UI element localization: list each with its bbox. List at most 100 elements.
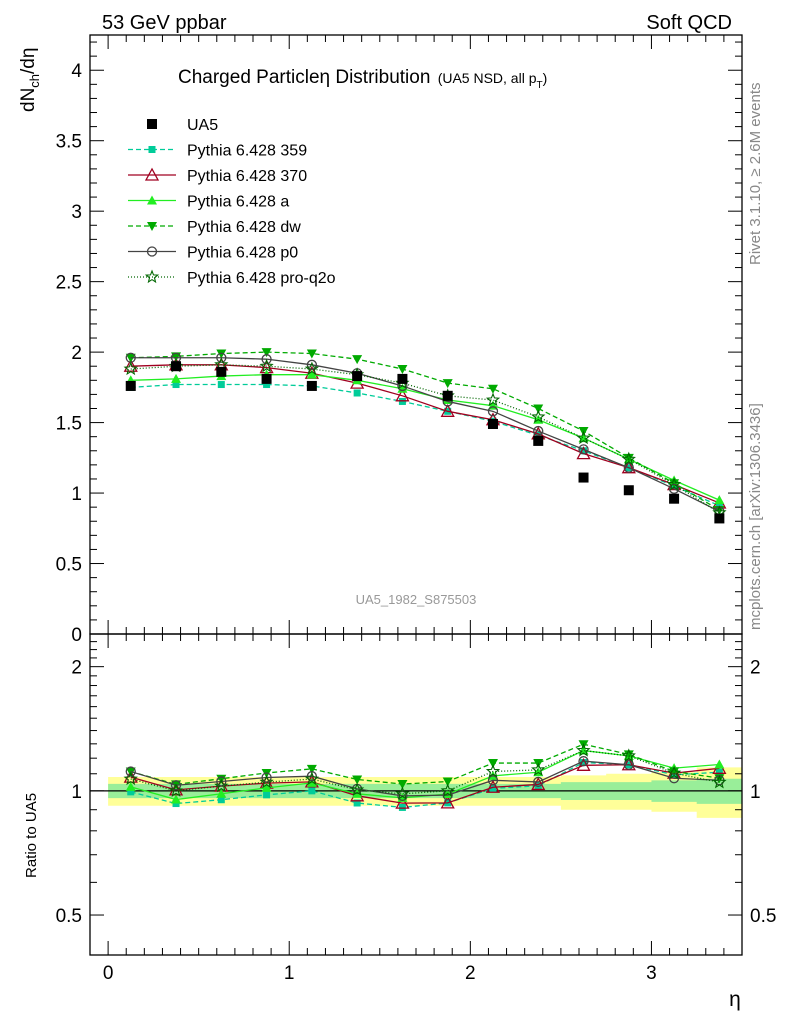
series-1-ratio-point [395, 795, 410, 809]
series-3-ratio-point [669, 767, 680, 777]
legend-label: Pythia 6.428 p0 [187, 245, 298, 262]
series-2-point [171, 373, 182, 383]
main-ytick-label: 3 [71, 202, 82, 223]
series-5-ratio-point [123, 771, 138, 786]
legend-entry-2: Pythia 6.428 a [128, 194, 289, 211]
legend-label: Pythia 6.428 359 [187, 143, 307, 160]
data-point [306, 380, 317, 391]
main-ytick-label: 4 [71, 61, 82, 82]
ratio-ytick-label: 0.5 [56, 906, 82, 927]
series-3-point [397, 365, 408, 375]
series-1-ratio-point [485, 779, 501, 793]
main-ytick-label: 3.5 [56, 132, 82, 153]
main-ytick-label: 2.5 [56, 273, 82, 294]
series-5-ratio-point [712, 774, 727, 789]
series-0-ratio-point [127, 788, 135, 796]
main-ytick-label: 2 [71, 343, 82, 364]
series-4-point [216, 352, 227, 363]
series-0-ratio-point [715, 768, 723, 776]
data-point [669, 493, 680, 504]
data-point [261, 373, 272, 384]
series-5-ratio-point [485, 764, 501, 778]
legend-entry-0: Pythia 6.428 359 [128, 143, 307, 160]
series-0-line [130, 383, 720, 507]
series-0-ratio-point [398, 803, 406, 811]
series-3-point [306, 349, 317, 359]
data-point [125, 380, 136, 391]
series-4-ratio-point [261, 772, 272, 783]
ratio-ylabel: Ratio to UA5 [23, 793, 40, 878]
series-2-ratio-point [306, 777, 317, 787]
series-3-point [261, 348, 272, 358]
series-2-point [714, 495, 725, 505]
ratio-panel: 0.5 0.5 1 1 2 2 0 1 2 3 Ratio to UA5 η [23, 633, 776, 1011]
series-3-ratio-point [442, 777, 453, 787]
series-0-point [353, 389, 361, 397]
chart-title: Charged Particleη Distribution (UA5 NSD,… [178, 67, 547, 91]
series-1-point [395, 388, 410, 402]
xtick-label: 0 [103, 963, 114, 984]
series-3-ratio-point [397, 780, 408, 790]
header-left: 53 GeV ppbar [102, 12, 227, 34]
data-point [352, 371, 363, 382]
data-point [533, 435, 544, 446]
header-right: Soft QCD [646, 12, 732, 34]
ratio-ytick-label-right: 0.5 [750, 906, 776, 927]
series-3-point [623, 453, 634, 463]
series-3-point [487, 384, 498, 394]
series-4-point [487, 406, 499, 417]
legend-entry-1: Pythia 6.428 370 [128, 167, 307, 185]
series-5-point [666, 477, 682, 491]
rivet-label: Rivet 3.1.10, ≥ 2.6M events [747, 83, 764, 266]
chart-subtitle-sub: T [537, 80, 543, 91]
series-5-point [304, 361, 320, 376]
series-0-ratio-point [353, 799, 361, 807]
series-4-point [306, 359, 318, 370]
series-4-point [668, 483, 680, 494]
series-3-ratio-point [623, 750, 634, 760]
series-0-ratio-point [263, 791, 271, 799]
series-5-ratio-line [130, 749, 720, 795]
series-5-ratio-point [214, 778, 229, 793]
legend-label: UA5 [187, 117, 218, 134]
mcplots-label: mcplots.cern.ch [arXiv:1306.3436] [747, 403, 764, 630]
series-4-ratio-point [487, 775, 499, 786]
legend-entry-4: Pythia 6.428 p0 [128, 245, 298, 262]
series-3-point [533, 404, 544, 414]
ratio-ytick-label: 1 [71, 782, 82, 803]
series-2-ratio-point [714, 759, 725, 769]
legend-entry-5: Pythia 6.428 pro-q2o [128, 269, 336, 287]
series-4-point [261, 354, 272, 365]
legend-marker [148, 146, 156, 153]
legend-marker [146, 246, 158, 257]
legend-marker [144, 167, 160, 181]
series-4-point [623, 462, 634, 473]
series-5-point [621, 451, 636, 466]
ratio-ytick-label-right: 2 [750, 658, 761, 679]
series-4-line [130, 357, 720, 512]
main-panel: 0 0.5 1 1.5 2 2.5 3 3.5 4 UA5_1982_S875503 Charg… [18, 34, 743, 646]
series-1-ratio-point [440, 795, 455, 809]
data-point [578, 472, 589, 483]
legend-entry-3: Pythia 6.428 dw [128, 219, 301, 236]
series-1-point [440, 403, 455, 417]
data-point [216, 366, 227, 377]
series-3-ratio-point [487, 759, 498, 769]
legend-marker [147, 222, 157, 231]
main-ylabel-tail: /dη [18, 48, 39, 74]
xtick-label: 1 [284, 963, 295, 984]
series-3-ratio-point [352, 775, 363, 785]
main-ylabel-sub: ch [27, 74, 42, 88]
series-0-point [580, 447, 588, 455]
series-2-ratio-point [171, 794, 182, 804]
series-0-point [217, 381, 225, 389]
series-5-ratio-point [621, 748, 636, 762]
series-5-point [485, 392, 501, 407]
series-4-ratio-point [397, 790, 408, 802]
series-1-ratio-point [531, 777, 546, 791]
series-3-point [442, 379, 453, 389]
legend: UA5 Pythia 6.428 359 Pythia 6.428 370 Pythi… [128, 117, 336, 287]
series-3-point [352, 355, 363, 365]
series-0-ratio-point [489, 784, 497, 792]
